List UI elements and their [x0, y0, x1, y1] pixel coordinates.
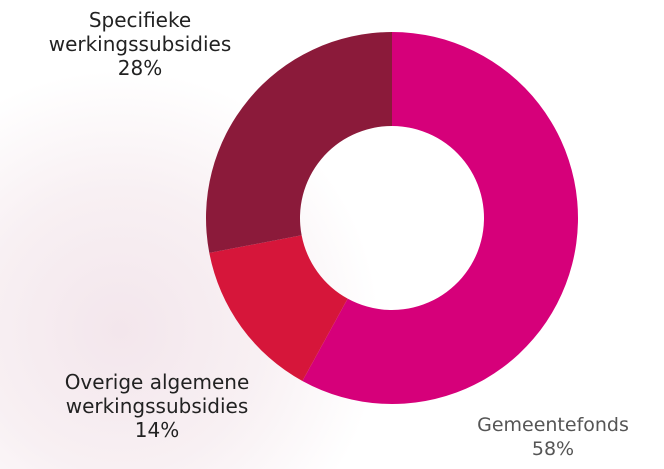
value-label: 14%	[134, 418, 180, 442]
slice-label: Gemeentefonds 58%	[443, 413, 663, 461]
category-label: Overige algemene werkingssubsidies	[64, 370, 250, 418]
category-label: Gemeentefonds	[477, 414, 629, 436]
value-label: 58%	[531, 438, 575, 460]
donut-slice	[302, 32, 579, 404]
slice-label: Specifieke werkingssubsidies 28%	[15, 8, 265, 80]
donut-slice	[209, 235, 348, 381]
value-label: 28%	[117, 56, 163, 80]
slice-label: Overige algemene werkingssubsidies 14%	[17, 370, 297, 442]
donut-slice	[205, 31, 392, 253]
category-label: Specifieke werkingssubsidies	[48, 8, 232, 56]
